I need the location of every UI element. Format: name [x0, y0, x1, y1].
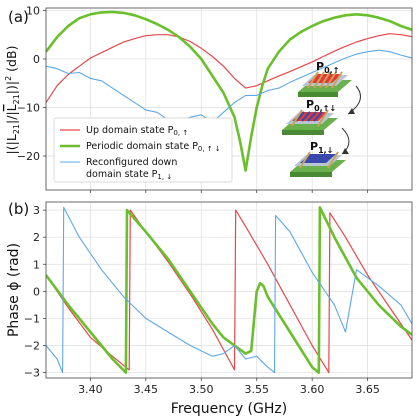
device-periodic-stripe-1 [295, 111, 305, 122]
y-ticks-b: 3 2 1 0 −1 −2 −3 [24, 204, 46, 380]
device-down: P1,↓ [290, 140, 346, 177]
legend-label-down-line1: Reconfigured down [86, 157, 177, 168]
device-down-lead-2 [327, 151, 339, 169]
series-line-a-1 [46, 10, 412, 172]
y-tick-label-a-0: 10 [26, 4, 40, 17]
device-up-lead-5 [331, 71, 343, 89]
x-tick-label-b-2: 3.50 [189, 383, 214, 396]
device-periodic: P0,↑↓ [282, 98, 338, 135]
device-periodic-base-side [282, 130, 324, 135]
series-line-b-2 [46, 206, 412, 374]
legend-box [53, 117, 233, 183]
inset-label-up: P0,↑ [316, 60, 339, 75]
device-down-film [300, 154, 336, 163]
device-up: P0,↑ [298, 60, 352, 97]
y-tick-label-a-2: −10 [17, 101, 40, 114]
device-periodic-stripe-2 [301, 111, 311, 122]
y-tick-label-b-3: 0 [33, 285, 40, 298]
y-tick-label-a-1: 0 [33, 53, 40, 66]
x-axis-label: Frequency (GHz) [171, 401, 287, 417]
inset-arrow-1-head [348, 108, 355, 114]
inset-label-periodic: P0,↑↓ [306, 98, 336, 113]
axes-frame-b [45, 201, 413, 379]
series-b [46, 206, 412, 374]
y-tick-label-b-1: 2 [33, 231, 40, 244]
device-down-base-side [290, 172, 332, 177]
y-tick-label-b-2: 1 [33, 258, 40, 271]
x-tick-label-b-1: 3.45 [134, 383, 159, 396]
inset-arrow-1 [347, 85, 361, 115]
series-line-a-2 [46, 49, 412, 123]
axes-frame-a [45, 7, 413, 191]
legend-label-up: Up domain state P0, ↑ [86, 125, 188, 137]
panel-a: 10 0 −10 −20 (a) |(|L21|/|L21|)|2 (dB) Up d… [4, 4, 413, 193]
x-tick-label-b-4: 3.60 [300, 383, 325, 396]
device-periodic-stripe-4 [313, 111, 323, 122]
device-up-lead-2 [313, 71, 325, 89]
x-tick-label-b-3: 3.55 [244, 383, 269, 396]
series-line-b-1 [46, 206, 412, 374]
inset-arrow-2-head [342, 148, 349, 154]
series-line-a-0 [46, 33, 412, 103]
device-down-lead-1 [299, 151, 311, 169]
series-a [46, 10, 412, 172]
x-tick-label-b-0: 3.40 [78, 383, 103, 396]
series-line-b-0 [46, 209, 412, 374]
device-up-lead-3 [319, 71, 331, 89]
x-tick-label-b-5: 3.65 [355, 383, 380, 396]
y-tick-label-b-4: −1 [24, 312, 40, 325]
y-axis-label-a: |(|L21|/|L21|)|2 (dB) [4, 46, 21, 155]
y-tick-label-b-5: −2 [24, 340, 40, 353]
legend: Up domain state P0, ↑ Periodic domain st… [53, 117, 233, 183]
device-periodic-lead-1 [291, 109, 303, 127]
x-ticks-a [89, 190, 369, 193]
inset-label-down: P1,↓ [310, 140, 333, 155]
device-up-lead-1 [307, 71, 319, 89]
y-tick-label-b-0: 3 [33, 204, 40, 217]
device-periodic-lead-2 [317, 109, 329, 127]
device-periodic-stripe-3 [307, 111, 317, 122]
panel-label-b: (b) [8, 200, 29, 218]
device-up-base-side [298, 92, 338, 97]
device-up-lead-4 [325, 71, 337, 89]
y-tick-label-b-6: −3 [24, 367, 40, 380]
panel-label-a: (a) [8, 8, 29, 26]
inset-schematic: P0,↑ P0,↑↓ [282, 60, 361, 177]
y-tick-label-a-3: −20 [17, 150, 40, 163]
y-ticks-a: 10 0 −10 −20 [17, 4, 46, 163]
y-axis-label-b: Phase ϕ (rad) [6, 243, 22, 337]
grid-b [46, 202, 412, 378]
legend-label-down-line2: domain state P1, ↓ [86, 169, 172, 181]
x-ticks-b: 3.40 3.45 3.50 3.55 3.60 3.65 [78, 378, 380, 396]
legend-label-periodic: Periodic domain state P0, ↑ ↓ [86, 141, 221, 153]
